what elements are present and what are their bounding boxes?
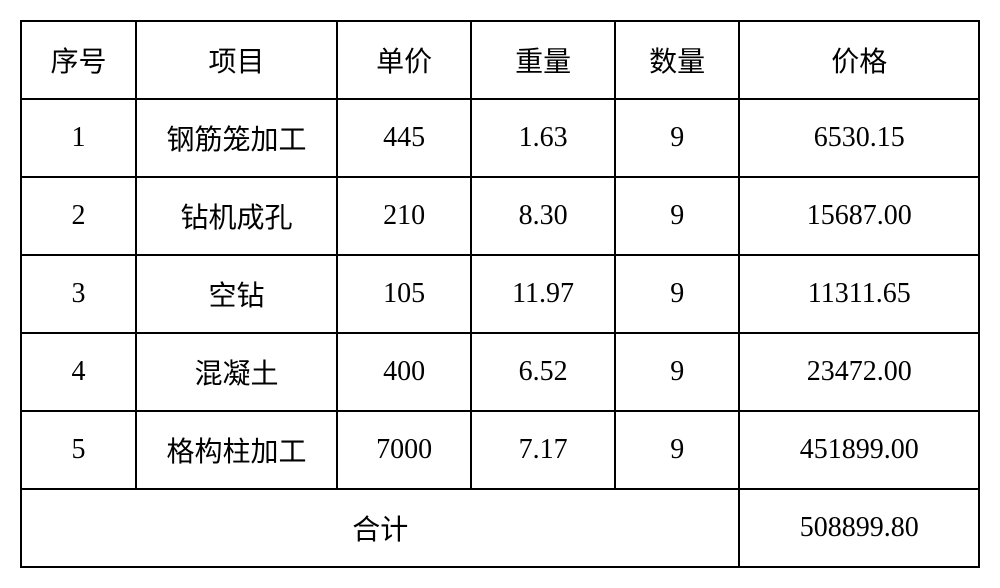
header-item: 项目 xyxy=(136,21,337,99)
cell-seq: 2 xyxy=(21,177,136,255)
footer-total: 508899.80 xyxy=(739,489,979,567)
cell-qty: 9 xyxy=(615,411,740,489)
cell-weight: 6.52 xyxy=(471,333,615,411)
cell-unit-price: 210 xyxy=(337,177,471,255)
cell-item: 格构柱加工 xyxy=(136,411,337,489)
cell-item: 空钻 xyxy=(136,255,337,333)
header-total: 价格 xyxy=(739,21,979,99)
header-unit-price: 单价 xyxy=(337,21,471,99)
footer-label: 合计 xyxy=(21,489,739,567)
cell-seq: 1 xyxy=(21,99,136,177)
price-table-container: 序号 项目 单价 重量 数量 价格 1 钢筋笼加工 445 1.63 9 653… xyxy=(20,20,980,568)
cell-weight: 1.63 xyxy=(471,99,615,177)
cell-item: 混凝土 xyxy=(136,333,337,411)
cell-unit-price: 445 xyxy=(337,99,471,177)
price-table: 序号 项目 单价 重量 数量 价格 1 钢筋笼加工 445 1.63 9 653… xyxy=(20,20,980,568)
cell-weight: 11.97 xyxy=(471,255,615,333)
cell-qty: 9 xyxy=(615,99,740,177)
table-row: 4 混凝土 400 6.52 9 23472.00 xyxy=(21,333,979,411)
header-weight: 重量 xyxy=(471,21,615,99)
cell-seq: 3 xyxy=(21,255,136,333)
cell-seq: 4 xyxy=(21,333,136,411)
table-row: 1 钢筋笼加工 445 1.63 9 6530.15 xyxy=(21,99,979,177)
cell-item: 钢筋笼加工 xyxy=(136,99,337,177)
table-header-row: 序号 项目 单价 重量 数量 价格 xyxy=(21,21,979,99)
cell-unit-price: 400 xyxy=(337,333,471,411)
cell-qty: 9 xyxy=(615,177,740,255)
cell-total: 451899.00 xyxy=(739,411,979,489)
cell-weight: 7.17 xyxy=(471,411,615,489)
table-row: 3 空钻 105 11.97 9 11311.65 xyxy=(21,255,979,333)
cell-unit-price: 105 xyxy=(337,255,471,333)
cell-total: 23472.00 xyxy=(739,333,979,411)
cell-qty: 9 xyxy=(615,255,740,333)
cell-total: 6530.15 xyxy=(739,99,979,177)
header-seq: 序号 xyxy=(21,21,136,99)
table-footer-row: 合计 508899.80 xyxy=(21,489,979,567)
cell-item: 钻机成孔 xyxy=(136,177,337,255)
cell-unit-price: 7000 xyxy=(337,411,471,489)
cell-total: 15687.00 xyxy=(739,177,979,255)
cell-seq: 5 xyxy=(21,411,136,489)
table-row: 5 格构柱加工 7000 7.17 9 451899.00 xyxy=(21,411,979,489)
header-qty: 数量 xyxy=(615,21,740,99)
cell-total: 11311.65 xyxy=(739,255,979,333)
cell-qty: 9 xyxy=(615,333,740,411)
table-row: 2 钻机成孔 210 8.30 9 15687.00 xyxy=(21,177,979,255)
cell-weight: 8.30 xyxy=(471,177,615,255)
